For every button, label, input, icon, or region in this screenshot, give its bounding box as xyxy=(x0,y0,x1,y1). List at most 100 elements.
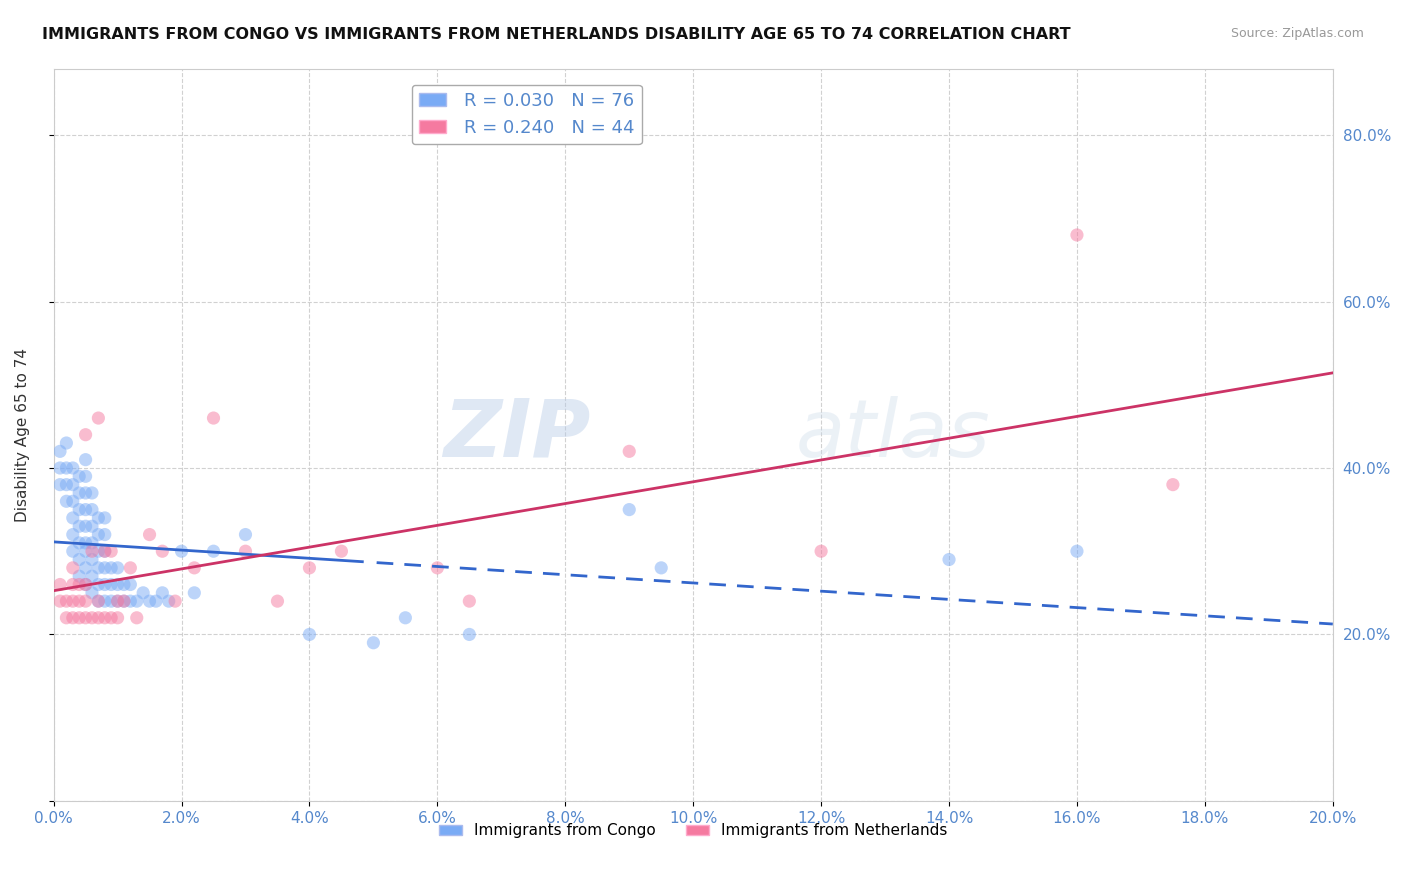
Point xyxy=(157,594,180,608)
Point xyxy=(298,561,321,575)
Point xyxy=(49,477,72,491)
Point xyxy=(100,577,122,591)
Point xyxy=(650,561,672,575)
Point xyxy=(112,577,135,591)
Point xyxy=(55,611,77,625)
Point xyxy=(75,594,97,608)
Point xyxy=(138,527,160,541)
Point xyxy=(62,511,84,525)
Point xyxy=(107,577,129,591)
Point xyxy=(183,561,205,575)
Point xyxy=(75,577,97,591)
Point xyxy=(87,561,110,575)
Point xyxy=(75,561,97,575)
Point xyxy=(67,594,90,608)
Point xyxy=(80,586,103,600)
Point xyxy=(67,536,90,550)
Point xyxy=(94,511,117,525)
Point xyxy=(94,544,117,558)
Point xyxy=(87,411,110,425)
Point xyxy=(62,594,84,608)
Point xyxy=(235,544,257,558)
Point xyxy=(80,552,103,566)
Point xyxy=(80,519,103,533)
Point xyxy=(67,569,90,583)
Point xyxy=(1066,544,1088,558)
Point xyxy=(55,477,77,491)
Point xyxy=(112,594,135,608)
Point xyxy=(80,502,103,516)
Point xyxy=(132,586,155,600)
Point xyxy=(67,502,90,516)
Point xyxy=(120,594,142,608)
Point xyxy=(87,594,110,608)
Point xyxy=(94,544,117,558)
Point xyxy=(75,536,97,550)
Point xyxy=(165,594,187,608)
Point xyxy=(80,544,103,558)
Point xyxy=(458,627,481,641)
Point xyxy=(67,469,90,483)
Point xyxy=(49,594,72,608)
Point xyxy=(87,577,110,591)
Point xyxy=(458,594,481,608)
Text: Source: ZipAtlas.com: Source: ZipAtlas.com xyxy=(1230,27,1364,40)
Point xyxy=(87,511,110,525)
Point xyxy=(67,577,90,591)
Point xyxy=(94,527,117,541)
Point xyxy=(100,594,122,608)
Point xyxy=(75,611,97,625)
Point xyxy=(75,452,97,467)
Point xyxy=(298,627,321,641)
Point xyxy=(94,561,117,575)
Point xyxy=(75,486,97,500)
Point xyxy=(94,611,117,625)
Point xyxy=(112,594,135,608)
Point xyxy=(62,527,84,541)
Point xyxy=(55,494,77,508)
Point xyxy=(100,611,122,625)
Point xyxy=(75,577,97,591)
Point xyxy=(75,427,97,442)
Point xyxy=(125,594,148,608)
Point xyxy=(120,561,142,575)
Point xyxy=(938,552,960,566)
Point xyxy=(62,561,84,575)
Point xyxy=(100,561,122,575)
Point xyxy=(75,502,97,516)
Point xyxy=(75,544,97,558)
Point xyxy=(80,536,103,550)
Point xyxy=(266,594,288,608)
Point xyxy=(183,586,205,600)
Point xyxy=(62,577,84,591)
Point xyxy=(202,411,225,425)
Point xyxy=(202,544,225,558)
Point xyxy=(80,569,103,583)
Point xyxy=(810,544,832,558)
Point xyxy=(49,577,72,591)
Point xyxy=(55,594,77,608)
Point xyxy=(62,461,84,475)
Point xyxy=(100,544,122,558)
Point xyxy=(87,544,110,558)
Point xyxy=(426,561,449,575)
Point xyxy=(55,436,77,450)
Point xyxy=(62,477,84,491)
Point xyxy=(87,527,110,541)
Point xyxy=(62,544,84,558)
Point xyxy=(67,486,90,500)
Point xyxy=(107,611,129,625)
Point xyxy=(138,594,160,608)
Point xyxy=(55,461,77,475)
Point xyxy=(107,561,129,575)
Point xyxy=(170,544,193,558)
Point xyxy=(49,461,72,475)
Point xyxy=(150,586,173,600)
Point xyxy=(120,577,142,591)
Point xyxy=(87,594,110,608)
Point xyxy=(80,486,103,500)
Point xyxy=(235,527,257,541)
Point xyxy=(1161,477,1184,491)
Point xyxy=(62,494,84,508)
Point xyxy=(363,636,385,650)
